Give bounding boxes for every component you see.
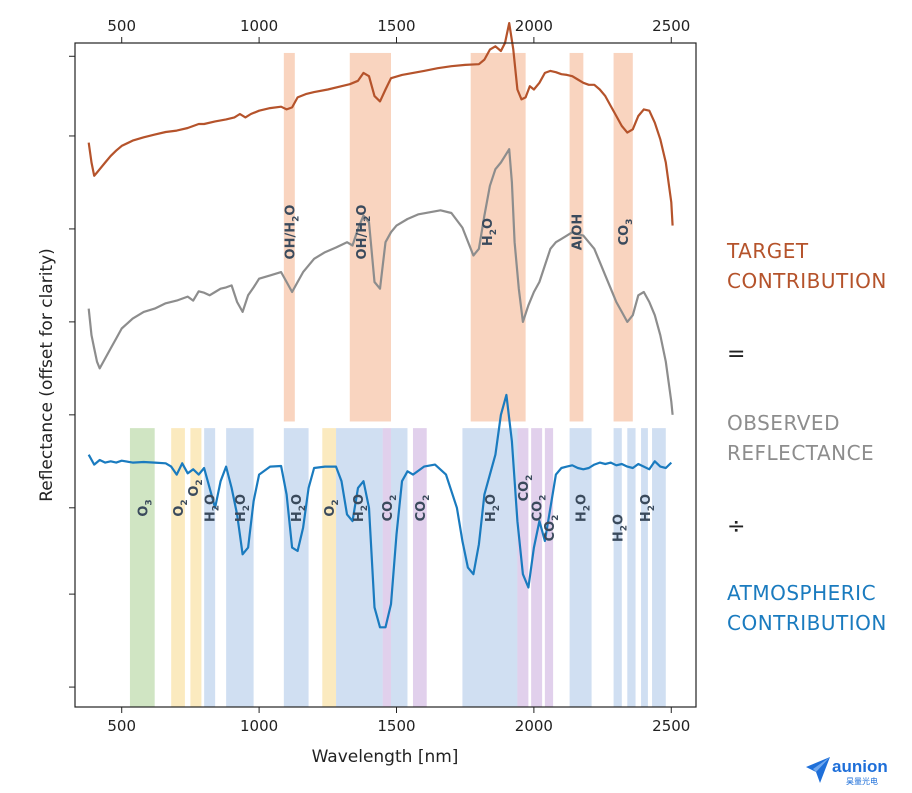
- series-line-observed-reflectance: [87, 148, 674, 415]
- feature-top-label-4: CO3: [617, 219, 635, 246]
- absorption-band-14: [390, 428, 408, 707]
- legend-atmo-line2: CONTRIBUTION: [727, 611, 887, 635]
- absorption-band-6: [171, 428, 185, 707]
- logo-subtitle: 昊量光电: [846, 777, 878, 786]
- absorption-bands: [129, 52, 666, 707]
- feature-bottom-label-12: CO2: [531, 495, 549, 522]
- series-line-atmospheric-contribution: [87, 393, 673, 629]
- feature-bottom-label-13: CO2: [543, 515, 561, 542]
- absorption-band-24: [652, 428, 666, 707]
- absorption-band-15: [412, 428, 427, 707]
- legend-observed-reflectance: OBSERVED REFLECTANCE: [727, 408, 874, 468]
- legend-target-line2: CONTRIBUTION: [727, 269, 887, 293]
- absorption-band-10: [283, 428, 309, 707]
- absorption-band-3: [569, 52, 584, 422]
- absorption-band-5: [129, 428, 155, 707]
- logo-paper-plane-icon: [806, 757, 830, 783]
- feature-bottom-label-14: H2O: [575, 494, 593, 522]
- feature-bottom-label-3: H2O: [204, 494, 222, 522]
- absorption-band-18: [531, 428, 543, 707]
- legend-atmo-line1: ATMOSPHERIC: [727, 581, 877, 605]
- feature-bottom-label-2: O2: [187, 479, 205, 496]
- legend-equals-sign: =: [727, 342, 746, 367]
- feature-bottom-label-8: CO2: [381, 495, 399, 522]
- absorption-band-20: [569, 428, 592, 707]
- legend-divide-sign: ÷: [727, 514, 746, 539]
- feature-bottom-label-16: H2O: [639, 494, 657, 522]
- absorption-band-19: [544, 428, 554, 707]
- legend-atmospheric-contribution: ATMOSPHERIC CONTRIBUTION: [727, 578, 887, 638]
- absorption-band-13: [382, 428, 391, 707]
- absorption-band-12: [336, 428, 383, 707]
- absorption-band-4: [613, 52, 633, 422]
- x-tick-label-bottom-1000: 1000: [240, 717, 278, 735]
- absorption-band-8: [204, 428, 216, 707]
- feature-bottom-label-9: CO2: [414, 495, 432, 522]
- x-tick-label-top-1000: 1000: [240, 17, 278, 35]
- x-tick-label-bottom-2000: 2000: [515, 717, 553, 735]
- absorption-band-16: [462, 428, 518, 707]
- y-axis-label: Reflectance (offset for clarity): [37, 248, 57, 502]
- feature-bottom-label-10: H2O: [484, 494, 502, 522]
- feature-bottom-label-15: H2O: [612, 514, 630, 542]
- feature-bottom-label-1: O2: [172, 499, 190, 516]
- absorption-band-2: [470, 52, 526, 422]
- spectra-lines: [87, 22, 674, 629]
- x-tick-label-top-2000: 2000: [515, 17, 553, 35]
- feature-top-label-3: AlOH: [571, 214, 586, 250]
- feature-top-label-0: OH/H2O: [283, 205, 301, 260]
- x-tick-label-top-2500: 2500: [652, 17, 690, 35]
- absorption-band-7: [190, 428, 202, 707]
- plot-frame: [74, 42, 697, 708]
- logo-wordmark: aunion: [832, 757, 888, 776]
- feature-bottom-label-6: O2: [323, 499, 341, 516]
- feature-bottom-label-0: O3: [136, 499, 154, 516]
- absorption-band-22: [627, 428, 636, 707]
- feature-bottom-label-11: CO2: [517, 475, 535, 502]
- x-tick-label-top-1500: 1500: [377, 17, 415, 35]
- x-tick-label-bottom-500: 500: [107, 717, 136, 735]
- legend-observed-line2: REFLECTANCE: [727, 441, 875, 465]
- feature-top-label-1: OH/H2O: [355, 205, 373, 260]
- x-axis-label: Wavelength [nm]: [312, 747, 459, 767]
- axis-ticks: 500 500 1000 1000 1500 1500 2000 2000 2500 2500: [69, 17, 690, 735]
- x-tick-label-bottom-2500: 2500: [652, 717, 690, 735]
- absorption-band-0: [283, 52, 295, 422]
- x-tick-label-bottom-1500: 1500: [377, 717, 415, 735]
- absorption-band-23: [641, 428, 648, 707]
- legend-target-line1: TARGET: [727, 239, 809, 263]
- aunion-logo: aunion 昊量光电: [806, 757, 906, 787]
- feature-bottom-label-7: H2O: [352, 494, 370, 522]
- feature-top-label-2: H2O: [481, 218, 499, 246]
- legend-target-contribution: TARGET CONTRIBUTION: [727, 236, 887, 296]
- x-tick-label-top-500: 500: [107, 17, 136, 35]
- feature-bottom-label-5: H2O: [290, 494, 308, 522]
- absorption-band-11: [322, 428, 337, 707]
- feature-bottom-label-4: H2O: [234, 494, 252, 522]
- absorption-band-21: [613, 428, 622, 707]
- legend-observed-line1: OBSERVED: [727, 411, 840, 435]
- absorption-band-9: [226, 428, 254, 707]
- series-line-target-contribution: [87, 22, 674, 226]
